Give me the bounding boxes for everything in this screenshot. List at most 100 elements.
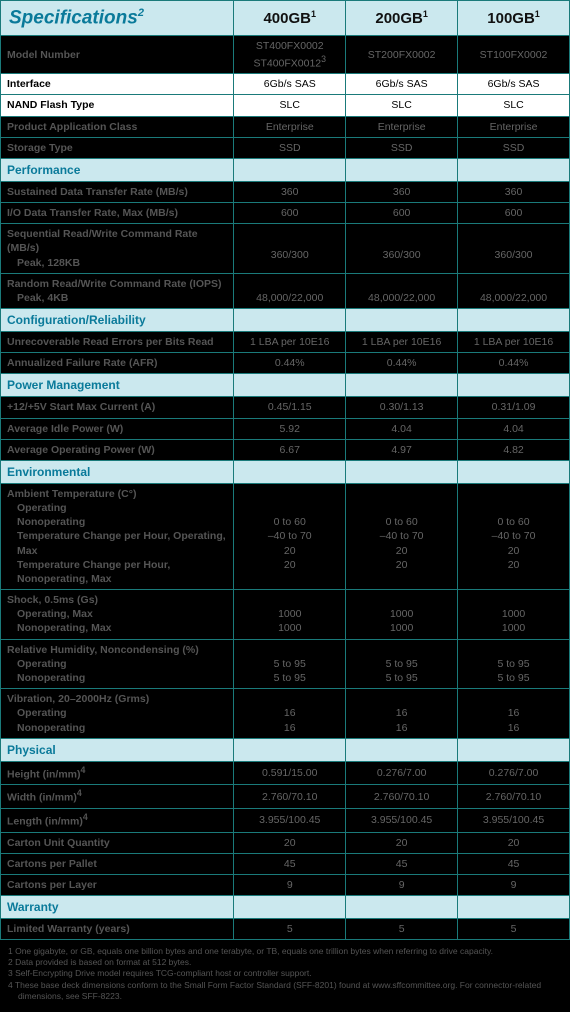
row-value: ST400FX0002ST400FX00123 xyxy=(234,36,346,74)
row-value: 9 xyxy=(458,875,570,896)
row-value: 9 xyxy=(346,875,458,896)
row-value: 6.67 xyxy=(234,439,346,460)
row-label: Shock, 0.5ms (Gs)Operating, MaxNonoperat… xyxy=(1,590,234,640)
section-empty xyxy=(234,738,346,761)
row-value: 0.30/1.13 xyxy=(346,397,458,418)
row-value: 3.955/100.45 xyxy=(458,809,570,833)
row-value: 0.44% xyxy=(234,353,346,374)
row-label: Model Number xyxy=(1,36,234,74)
row-label: Cartons per Pallet xyxy=(1,853,234,874)
table-row: Power Management xyxy=(1,374,570,397)
row-value: 1616 xyxy=(346,689,458,739)
section-empty xyxy=(346,309,458,332)
table-row: +12/+5V Start Max Current (A)0.45/1.150.… xyxy=(1,397,570,418)
row-label: Product Application Class xyxy=(1,116,234,137)
row-value: 1 LBA per 10E16 xyxy=(346,332,458,353)
table-row: Vibration, 20–2000Hz (Grms)OperatingNono… xyxy=(1,689,570,739)
row-label: I/O Data Transfer Rate, Max (MB/s) xyxy=(1,203,234,224)
footnote-line: 3 Self-Encrypting Drive model requires T… xyxy=(8,968,562,979)
row-label: Limited Warranty (years) xyxy=(1,919,234,940)
table-row: Height (in/mm)40.591/15.000.276/7.000.27… xyxy=(1,761,570,785)
row-label: Average Operating Power (W) xyxy=(1,439,234,460)
row-value: ST100FX0002 xyxy=(458,36,570,74)
section-empty xyxy=(458,158,570,181)
row-value: 20 xyxy=(458,832,570,853)
row-value: 360 xyxy=(458,181,570,202)
row-value: 0.276/7.00 xyxy=(346,761,458,785)
row-value: 1 LBA per 10E16 xyxy=(234,332,346,353)
section-empty xyxy=(458,374,570,397)
row-value: 45 xyxy=(234,853,346,874)
table-row: Width (in/mm)42.760/70.102.760/70.102.76… xyxy=(1,785,570,809)
row-value: 1616 xyxy=(234,689,346,739)
row-value: 4.04 xyxy=(346,418,458,439)
row-value: 6Gb/s SAS xyxy=(234,74,346,95)
row-value: 5 to 955 to 95 xyxy=(234,639,346,689)
row-label: Sequential Read/Write Command Rate (MB/s… xyxy=(1,224,234,274)
row-label: Cartons per Layer xyxy=(1,875,234,896)
row-value: 10001000 xyxy=(234,590,346,640)
col-head-1: 200GB1 xyxy=(346,1,458,36)
row-value: 6Gb/s SAS xyxy=(458,74,570,95)
row-value: 600 xyxy=(346,203,458,224)
row-value: 48,000/22,000 xyxy=(346,273,458,308)
row-value: 0 to 60–40 to 702020 xyxy=(458,483,570,589)
section-empty xyxy=(234,374,346,397)
table-row: Shock, 0.5ms (Gs)Operating, MaxNonoperat… xyxy=(1,590,570,640)
row-value: 360/300 xyxy=(346,224,458,274)
row-value: 360 xyxy=(346,181,458,202)
table-row: Ambient Temperature (C°)OperatingNonoper… xyxy=(1,483,570,589)
col-head-0: 400GB1 xyxy=(234,1,346,36)
table-row: Cartons per Layer999 xyxy=(1,875,570,896)
section-header: Warranty xyxy=(1,896,234,919)
row-label: NAND Flash Type xyxy=(1,95,234,116)
row-value: 5 xyxy=(346,919,458,940)
row-value: SLC xyxy=(458,95,570,116)
row-label: Random Read/Write Command Rate (IOPS)Pea… xyxy=(1,273,234,308)
table-row: Warranty xyxy=(1,896,570,919)
row-value: 10001000 xyxy=(346,590,458,640)
section-empty xyxy=(346,896,458,919)
row-value: 5.92 xyxy=(234,418,346,439)
row-value: ST200FX0002 xyxy=(346,36,458,74)
row-value: Enterprise xyxy=(346,116,458,137)
row-label: Carton Unit Quantity xyxy=(1,832,234,853)
row-label: Height (in/mm)4 xyxy=(1,761,234,785)
row-value: SLC xyxy=(346,95,458,116)
row-value: 9 xyxy=(234,875,346,896)
row-value: 0 to 60–40 to 702020 xyxy=(234,483,346,589)
row-value: SSD xyxy=(234,137,346,158)
table-row: Relative Humidity, Noncondensing (%)Oper… xyxy=(1,639,570,689)
row-value: 360/300 xyxy=(234,224,346,274)
row-label: Interface xyxy=(1,74,234,95)
row-label: Width (in/mm)4 xyxy=(1,785,234,809)
row-label: Annualized Failure Rate (AFR) xyxy=(1,353,234,374)
table-row: Environmental xyxy=(1,460,570,483)
section-empty xyxy=(234,158,346,181)
section-empty xyxy=(458,738,570,761)
row-value: 5 xyxy=(234,919,346,940)
table-row: Average Idle Power (W)5.924.044.04 xyxy=(1,418,570,439)
row-value: 5 xyxy=(458,919,570,940)
section-empty xyxy=(346,738,458,761)
row-value: 0 to 60–40 to 702020 xyxy=(346,483,458,589)
footnote-line: 1 One gigabyte, or GB, equals one billio… xyxy=(8,946,562,957)
section-empty xyxy=(458,309,570,332)
row-value: 1 LBA per 10E16 xyxy=(458,332,570,353)
row-value: 20 xyxy=(234,832,346,853)
table-row: Product Application Class EnterpriseEnter… xyxy=(1,116,570,137)
row-label: Sustained Data Transfer Rate (MB/s) xyxy=(1,181,234,202)
row-label: Length (in/mm)4 xyxy=(1,809,234,833)
row-value: 600 xyxy=(234,203,346,224)
table-row: NAND Flash TypeSLCSLCSLC xyxy=(1,95,570,116)
row-value: 0.44% xyxy=(346,353,458,374)
row-value: 3.955/100.45 xyxy=(234,809,346,833)
table-row: Storage TypeSSDSSDSSD xyxy=(1,137,570,158)
section-header: Performance xyxy=(1,158,234,181)
col-head-2: 100GB1 xyxy=(458,1,570,36)
row-value: 48,000/22,000 xyxy=(234,273,346,308)
section-empty xyxy=(346,460,458,483)
row-label: Ambient Temperature (C°)OperatingNonoper… xyxy=(1,483,234,589)
table-row: Unrecoverable Read Errors per Bits Read1… xyxy=(1,332,570,353)
row-value: Enterprise xyxy=(458,116,570,137)
